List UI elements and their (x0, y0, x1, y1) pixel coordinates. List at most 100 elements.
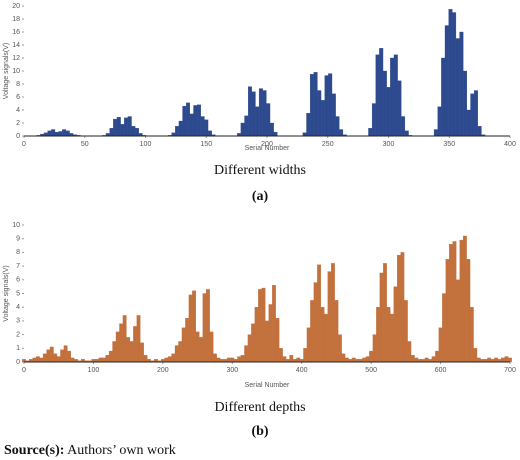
bar (379, 272, 384, 363)
bar (278, 348, 283, 363)
x-tick-label: 0 (22, 367, 26, 374)
y-tick-label: 8 (16, 249, 20, 256)
panel-label: (b) (251, 424, 268, 439)
bar (344, 357, 349, 363)
bar (240, 354, 245, 363)
bar (226, 357, 231, 363)
bar (244, 345, 249, 363)
bar (438, 327, 443, 363)
bar (188, 294, 193, 363)
bar (62, 129, 67, 137)
y-tick-label: 18 (12, 16, 20, 23)
bar (193, 105, 198, 137)
bar (433, 129, 438, 137)
bar (317, 264, 321, 363)
bar (331, 263, 335, 363)
bar (393, 286, 398, 363)
y-tick-label: 6 (16, 94, 20, 101)
bar (441, 57, 446, 137)
x-tick-label: 500 (365, 367, 377, 374)
bar (124, 117, 129, 137)
y-tick-label: 14 (12, 42, 20, 49)
bar (60, 349, 65, 363)
bar (268, 304, 273, 363)
bar (327, 271, 332, 363)
bar (282, 356, 287, 363)
bar (397, 254, 401, 363)
x-tick-label: 0 (22, 141, 26, 148)
bar (275, 318, 280, 363)
bar (240, 122, 245, 137)
bar (310, 300, 315, 363)
bar (404, 130, 409, 137)
source: Source(s): Authors’ own work (4, 443, 176, 458)
bar (309, 74, 314, 137)
bar (140, 342, 144, 363)
bar (390, 313, 394, 363)
bar (186, 102, 190, 137)
bar (371, 103, 376, 137)
x-tick-label: 400 (504, 141, 516, 148)
y-tick-label: 7 (16, 263, 20, 270)
bar (313, 282, 318, 363)
bar (379, 48, 384, 137)
y-tick-label: 5 (16, 290, 20, 297)
bar (262, 90, 267, 137)
x-tick-label: 100 (88, 367, 100, 374)
bar (407, 341, 412, 363)
bar (296, 357, 301, 363)
bar (56, 356, 61, 363)
y-tick-label: 8 (16, 81, 20, 88)
bar (135, 128, 139, 137)
bar (328, 73, 333, 137)
bar (375, 54, 380, 137)
bar (237, 356, 242, 363)
bar (386, 307, 391, 363)
bar (466, 259, 471, 363)
bar (58, 131, 63, 137)
x-axis-label: Serial Number (245, 145, 290, 152)
bar (459, 239, 464, 363)
caption: Different depths (214, 400, 305, 415)
bar (504, 356, 509, 363)
bar (303, 348, 308, 363)
bar (456, 279, 460, 363)
bar (362, 357, 367, 363)
bar (320, 100, 325, 137)
bar (202, 293, 207, 363)
bar (209, 331, 214, 363)
y-tick-label: 12 (12, 55, 20, 62)
bar (185, 318, 190, 363)
bar (230, 357, 235, 363)
bar (317, 90, 322, 137)
bar (98, 357, 103, 363)
bar (368, 128, 373, 137)
y-axis-label: Voltage signals(V) (3, 265, 10, 321)
bar (448, 9, 453, 137)
y-tick-label: 3 (16, 318, 20, 325)
bar (46, 349, 51, 363)
bar (167, 356, 172, 363)
bar (459, 31, 464, 137)
bar (341, 353, 346, 363)
x-axis-label: Serial Number (245, 382, 290, 389)
bar (383, 263, 387, 363)
bar (174, 345, 179, 363)
bar (108, 350, 113, 363)
bar (258, 88, 263, 137)
bar (449, 244, 453, 363)
bar (255, 106, 260, 137)
bar (403, 300, 408, 363)
bar (324, 313, 328, 363)
y-tick-label: 2 (16, 120, 20, 127)
bar (32, 357, 37, 363)
bar (65, 130, 70, 137)
bar (390, 57, 395, 137)
bar (463, 70, 468, 137)
bar (269, 122, 274, 137)
bar (508, 357, 512, 363)
y-tick-label: 6 (16, 277, 20, 284)
